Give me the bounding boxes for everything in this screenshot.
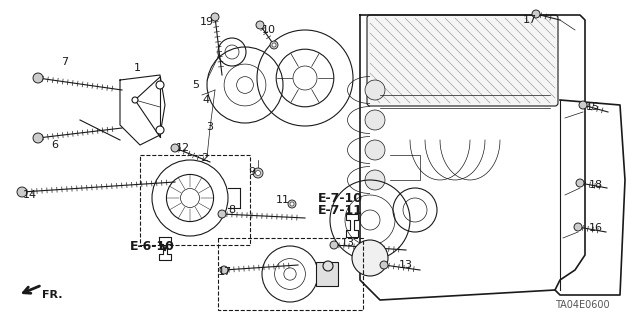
Text: 5: 5 xyxy=(193,80,200,90)
Circle shape xyxy=(323,261,333,271)
Text: 11: 11 xyxy=(276,195,290,205)
Circle shape xyxy=(532,10,540,18)
Text: E-7-11: E-7-11 xyxy=(317,204,362,218)
Text: 2: 2 xyxy=(202,153,209,163)
Circle shape xyxy=(272,43,276,47)
Text: 8: 8 xyxy=(228,205,236,215)
Text: FR.: FR. xyxy=(42,290,63,300)
Circle shape xyxy=(132,97,138,103)
Text: 7: 7 xyxy=(61,57,68,67)
Circle shape xyxy=(171,144,179,152)
Text: 13: 13 xyxy=(341,238,355,248)
Circle shape xyxy=(33,73,43,83)
Circle shape xyxy=(33,133,43,143)
Text: 17: 17 xyxy=(523,15,537,25)
Circle shape xyxy=(579,101,587,109)
Text: 17: 17 xyxy=(218,267,232,277)
Text: 6: 6 xyxy=(51,140,58,150)
Circle shape xyxy=(330,241,338,249)
Text: 4: 4 xyxy=(202,95,209,105)
Circle shape xyxy=(288,200,296,208)
Text: 19: 19 xyxy=(200,17,214,27)
Bar xyxy=(316,262,338,286)
Text: 14: 14 xyxy=(23,190,37,200)
Circle shape xyxy=(576,179,584,187)
Text: TA04E0600: TA04E0600 xyxy=(556,300,610,310)
Text: 18: 18 xyxy=(589,180,603,190)
Circle shape xyxy=(380,261,388,269)
Text: 1: 1 xyxy=(134,63,141,73)
Circle shape xyxy=(255,170,260,175)
Circle shape xyxy=(290,202,294,206)
Circle shape xyxy=(365,170,385,190)
Text: 13: 13 xyxy=(399,260,413,270)
FancyBboxPatch shape xyxy=(367,15,558,106)
Text: 10: 10 xyxy=(262,25,276,35)
Circle shape xyxy=(256,21,264,29)
Circle shape xyxy=(352,240,388,276)
Circle shape xyxy=(270,41,278,49)
Text: 16: 16 xyxy=(589,223,603,233)
Text: 3: 3 xyxy=(207,122,214,132)
Circle shape xyxy=(156,126,164,134)
Bar xyxy=(218,238,363,310)
Text: 12: 12 xyxy=(176,143,190,153)
Circle shape xyxy=(211,13,219,21)
Circle shape xyxy=(220,266,228,274)
Text: 15: 15 xyxy=(586,102,600,112)
Circle shape xyxy=(365,110,385,130)
Circle shape xyxy=(17,187,27,197)
Circle shape xyxy=(156,81,164,89)
Circle shape xyxy=(574,223,582,231)
Text: E-7-10: E-7-10 xyxy=(317,191,362,204)
Circle shape xyxy=(218,210,226,218)
Circle shape xyxy=(365,140,385,160)
Circle shape xyxy=(365,80,385,100)
Text: E-6-10: E-6-10 xyxy=(129,241,175,254)
Bar xyxy=(140,155,250,245)
Text: 9: 9 xyxy=(248,167,255,177)
Circle shape xyxy=(253,168,263,178)
